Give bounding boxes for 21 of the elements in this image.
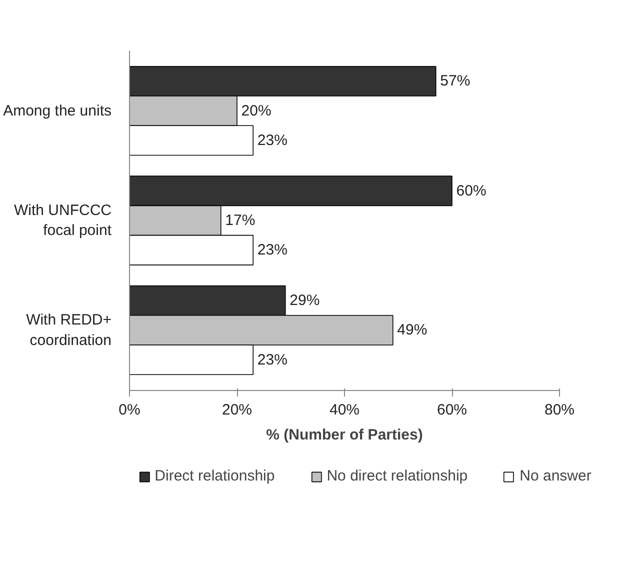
x-tick-label: 0% <box>118 402 140 418</box>
data-label: 57% <box>440 72 470 90</box>
data-label: 20% <box>241 102 272 120</box>
data-label: 17% <box>225 212 256 229</box>
y-tick-label: With REDD+ coordination <box>26 311 112 349</box>
data-label: 23% <box>257 242 288 259</box>
data-label: 23% <box>257 132 288 149</box>
data-label: 49% <box>397 322 428 339</box>
data-label: 23% <box>257 351 288 368</box>
legend-label: Direct relationship <box>154 468 275 484</box>
y-tick-label: Among the units <box>3 102 112 120</box>
data-label: 29% <box>290 292 320 310</box>
x-tick-label: 60% <box>436 402 468 418</box>
x-tick-label: 80% <box>544 402 575 418</box>
legend-label: No answer <box>520 468 592 484</box>
x-tick-label: 20% <box>222 402 252 418</box>
x-axis-title: % (Number of Parties) <box>266 426 423 444</box>
data-label: 60% <box>456 182 486 200</box>
y-tick-label: With UNFCCC focal point <box>14 202 112 240</box>
x-tick-label: 40% <box>329 402 360 418</box>
legend-label: No direct relationship <box>326 468 468 484</box>
